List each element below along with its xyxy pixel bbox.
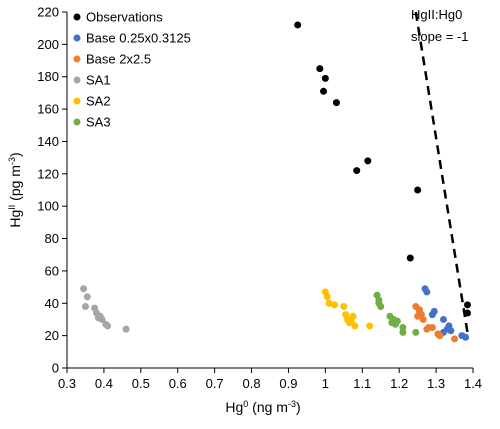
point-base-2x2-5 [428, 324, 436, 332]
point-sa2 [345, 319, 353, 327]
point-base-2x2-5 [423, 325, 431, 333]
point-sa2 [325, 299, 333, 307]
slope-line-group [414, 11, 469, 333]
x-tick-label: 0.6 [169, 376, 187, 391]
x-tick-label: 0.8 [243, 376, 261, 391]
point-sa1 [104, 322, 112, 330]
point-sa3 [375, 299, 383, 307]
y-tick-label: 200 [37, 37, 59, 52]
point-base-0-25x0-3125 [428, 311, 436, 319]
y-tick-label: 80 [45, 231, 59, 246]
point-sa3 [399, 324, 407, 332]
axes [62, 11, 474, 373]
x-tick-label: 1.4 [464, 376, 482, 391]
point-base-2x2-5 [434, 330, 442, 338]
legend-label-sa3: SA3 [86, 115, 111, 130]
y-tick-label: 140 [37, 134, 59, 149]
point-sa1 [80, 285, 88, 293]
y-axis-title: HgII (pg m-3) [7, 152, 23, 227]
y-tick-label: 120 [37, 166, 59, 181]
point-base-2x2-5 [415, 307, 423, 315]
x-tick-label: 1.2 [390, 376, 408, 391]
point-sa2 [366, 322, 374, 330]
point-base-2x2-5 [451, 335, 459, 343]
legend-marker-sa2 [73, 97, 81, 105]
point-sa3 [412, 328, 420, 336]
y-tick-label: 0 [52, 361, 59, 376]
x-tick-label: 0.3 [58, 376, 76, 391]
x-tick-label: 1 [322, 376, 329, 391]
point-sa2 [331, 301, 339, 309]
point-observations [320, 87, 328, 95]
point-base-2x2-5 [419, 315, 427, 323]
legend-label-base-2x2-5: Base 2x2.5 [86, 52, 151, 67]
legend-label-base-0-25x0-3125: Base 0.25x0.3125 [86, 31, 191, 46]
point-sa1 [81, 303, 89, 311]
legend-marker-sa1 [73, 76, 81, 84]
data-points [80, 21, 471, 343]
legend-label-observations: Observations [86, 10, 163, 25]
x-tick-label: 1.1 [353, 376, 371, 391]
point-base-0-25x0-3125 [439, 315, 447, 323]
y-tick-label: 20 [45, 328, 59, 343]
point-observations [332, 99, 340, 107]
legend: Observations Base 0.25x0.3125 Base 2x2.5 SA… [73, 10, 191, 130]
point-sa1 [83, 293, 91, 301]
point-observations [414, 186, 422, 194]
point-sa2 [351, 322, 359, 330]
y-tick-label: 220 [37, 5, 59, 20]
x-tick-label: 0.7 [206, 376, 224, 391]
legend-marker-base-2x2-5 [73, 55, 81, 63]
legend-label-sa1: SA1 [86, 73, 111, 88]
slope-line [414, 11, 469, 333]
y-tick-label: 60 [45, 263, 59, 278]
point-observations [294, 21, 302, 29]
point-sa3 [399, 328, 407, 336]
point-base-0-25x0-3125 [443, 325, 451, 333]
tick-labels: 0.3 0.4 0.5 0.6 0.7 0.8 0.9 1 1.1 1.2 1.3 1.4 0 20 40 6… [37, 5, 482, 392]
x-tick-label: 1.3 [427, 376, 445, 391]
y-tick-label: 160 [37, 102, 59, 117]
point-sa3 [393, 317, 401, 325]
point-observations [353, 167, 361, 175]
point-base-0-25x0-3125 [462, 333, 470, 341]
point-sa1 [98, 315, 106, 323]
slope-annotation-line2: slope = -1 [411, 29, 468, 44]
x-axis-title: Hg0 (ng m-3) [225, 399, 300, 415]
slope-annotation-line1: HgII:Hg0 [411, 7, 462, 22]
legend-marker-base-0-25x0-3125 [73, 34, 81, 42]
point-sa2 [340, 303, 348, 311]
legend-marker-sa3 [73, 118, 81, 126]
point-observations [463, 301, 471, 309]
x-tick-label: 0.9 [279, 376, 297, 391]
x-tick-label: 0.4 [95, 376, 113, 391]
point-observations [316, 65, 324, 73]
x-tick-label: 0.5 [132, 376, 150, 391]
legend-label-sa2: SA2 [86, 94, 111, 109]
point-base-0-25x0-3125 [423, 288, 431, 296]
point-observations [406, 254, 414, 262]
y-tick-label: 40 [45, 296, 59, 311]
point-sa2 [323, 293, 331, 301]
point-observations [463, 309, 471, 317]
legend-marker-observations [73, 13, 81, 21]
y-tick-label: 100 [37, 199, 59, 214]
point-sa1 [122, 325, 130, 333]
point-observations [321, 74, 329, 82]
y-tick-label: 180 [37, 69, 59, 84]
point-observations [364, 157, 372, 165]
